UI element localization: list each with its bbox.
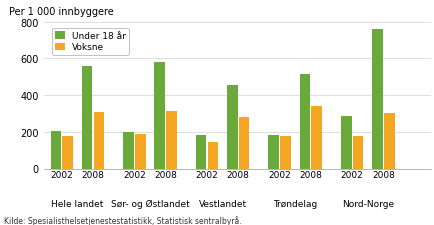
Text: Kilde: Spesialisthelsetjenestestatistikk, Statistisk sentralbyrå.: Kilde: Spesialisthelsetjenestestatistikk… bbox=[4, 215, 241, 225]
Bar bbox=[195, 136, 206, 169]
Bar bbox=[82, 66, 92, 169]
Text: Trøndelag: Trøndelag bbox=[273, 199, 316, 208]
Bar bbox=[311, 107, 321, 169]
Bar bbox=[372, 30, 382, 169]
Legend: Under 18 år, Voksne: Under 18 år, Voksne bbox=[52, 28, 129, 56]
Text: Sør- og Østlandet: Sør- og Østlandet bbox=[110, 199, 189, 208]
Text: Nord-Norge: Nord-Norge bbox=[341, 199, 393, 208]
Text: Hele landet: Hele landet bbox=[51, 199, 103, 208]
Text: Per 1 000 innbyggere: Per 1 000 innbyggere bbox=[9, 7, 113, 17]
Bar bbox=[50, 131, 61, 169]
Bar bbox=[352, 137, 362, 169]
Bar bbox=[154, 63, 164, 169]
Bar bbox=[207, 142, 218, 169]
Bar bbox=[268, 136, 278, 169]
Bar bbox=[340, 117, 351, 169]
Bar bbox=[383, 114, 394, 169]
Text: Vestlandet: Vestlandet bbox=[198, 199, 246, 208]
Bar bbox=[299, 75, 309, 169]
Bar bbox=[135, 134, 145, 169]
Bar bbox=[93, 112, 104, 169]
Bar bbox=[123, 132, 134, 169]
Bar bbox=[279, 137, 290, 169]
Bar bbox=[166, 111, 177, 169]
Bar bbox=[227, 86, 237, 169]
Bar bbox=[62, 137, 73, 169]
Bar bbox=[238, 117, 249, 169]
